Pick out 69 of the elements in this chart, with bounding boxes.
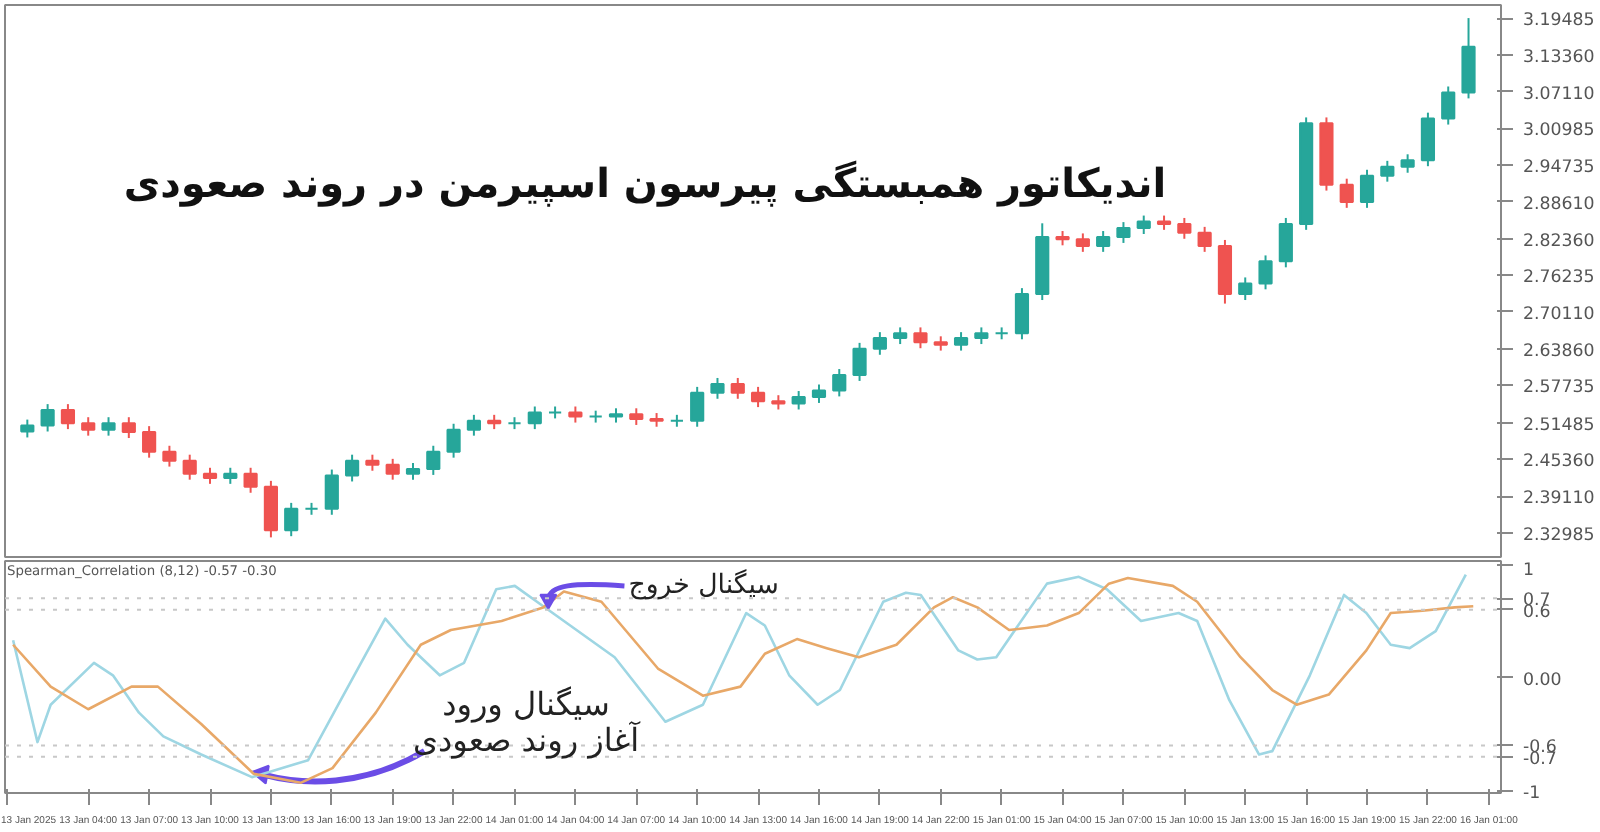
- candlestick: [690, 385, 705, 428]
- y-tick-label: 2.57735: [1523, 378, 1595, 399]
- candlestick: [730, 376, 745, 400]
- annotation: سیگنال ورود: [442, 684, 610, 723]
- y-tick-label: 2.63860: [1523, 342, 1595, 363]
- candlestick: [832, 368, 847, 398]
- candlestick: [1136, 214, 1151, 236]
- candlestick: [101, 416, 116, 437]
- candlestick: [284, 501, 299, 538]
- candlestick: [162, 444, 177, 468]
- candlestick: [953, 331, 969, 352]
- candlestick: [913, 326, 928, 350]
- candlestick: [1238, 276, 1253, 302]
- candlestick: [142, 425, 157, 459]
- candlestick: [811, 383, 827, 404]
- candlestick: [345, 453, 360, 483]
- candlestick: [852, 341, 867, 382]
- candlestick: [385, 457, 400, 481]
- y-tick-label: 1: [1523, 561, 1535, 581]
- candlestick: [243, 466, 258, 494]
- candlestick: [1258, 254, 1273, 291]
- y-tick-label: 2.82360: [1523, 232, 1595, 253]
- candlestick: [1278, 216, 1293, 269]
- candlestick: [466, 413, 481, 437]
- candlestick: [40, 403, 55, 433]
- candlestick: [1400, 153, 1415, 174]
- candlestick: [527, 405, 542, 431]
- candlestick: [1096, 230, 1111, 253]
- y-tick-label: 2.88610: [1523, 194, 1595, 215]
- candlestick: [1014, 287, 1030, 341]
- y-tick-label: 2.70110: [1523, 304, 1595, 325]
- y-tick-label: 2.45360: [1523, 452, 1595, 473]
- annotation: سیگنال خروج: [628, 568, 779, 601]
- candlestick: [1420, 111, 1436, 168]
- y-tick-label: 2.32985: [1523, 525, 1595, 546]
- candlestick: [1116, 221, 1131, 244]
- candlestick: [1339, 177, 1354, 209]
- candlestick: [1075, 232, 1090, 253]
- candlestick: [1197, 225, 1212, 253]
- candlestick: [1177, 216, 1192, 240]
- candlestick: [1461, 17, 1476, 100]
- y-tick-label: 2.39110: [1523, 489, 1595, 510]
- candlestick: [60, 403, 76, 431]
- y-tick-label: 3.00985: [1523, 121, 1595, 142]
- candlestick: [81, 416, 96, 437]
- candlestick: [1441, 85, 1456, 126]
- y-tick-label: 0.00: [1523, 670, 1562, 691]
- candlestick: [710, 376, 725, 400]
- candlestick: [426, 444, 441, 476]
- candlestick: [121, 416, 136, 440]
- candlestick: [1359, 168, 1375, 209]
- y-tick-label: 3.13360: [1523, 47, 1595, 68]
- y-tick-label: 0.6: [1523, 602, 1551, 623]
- candlestick: [446, 422, 461, 459]
- candlestick: [263, 479, 278, 539]
- candlestick: [791, 390, 806, 411]
- y-tick-label: 3.07110: [1523, 84, 1595, 105]
- y-tick-label: 2.51485: [1523, 415, 1595, 436]
- candlestick: [872, 331, 887, 356]
- candlestick: [182, 453, 197, 481]
- text: اندیکاتور همبستگی پیرسون اسپیرمن در روند صعودی: [123, 159, 1167, 207]
- candlestick: [324, 468, 339, 516]
- candlestick: [750, 385, 766, 409]
- candlestick: [1380, 159, 1395, 183]
- y-tick-label: 3.19485: [1523, 11, 1595, 32]
- y-tick-label: 2.94735: [1523, 158, 1595, 179]
- y-tick-label: 2.76235: [1523, 268, 1595, 289]
- y-tick-label: -1: [1523, 783, 1541, 804]
- y-tick-label: -0.7: [1523, 749, 1557, 770]
